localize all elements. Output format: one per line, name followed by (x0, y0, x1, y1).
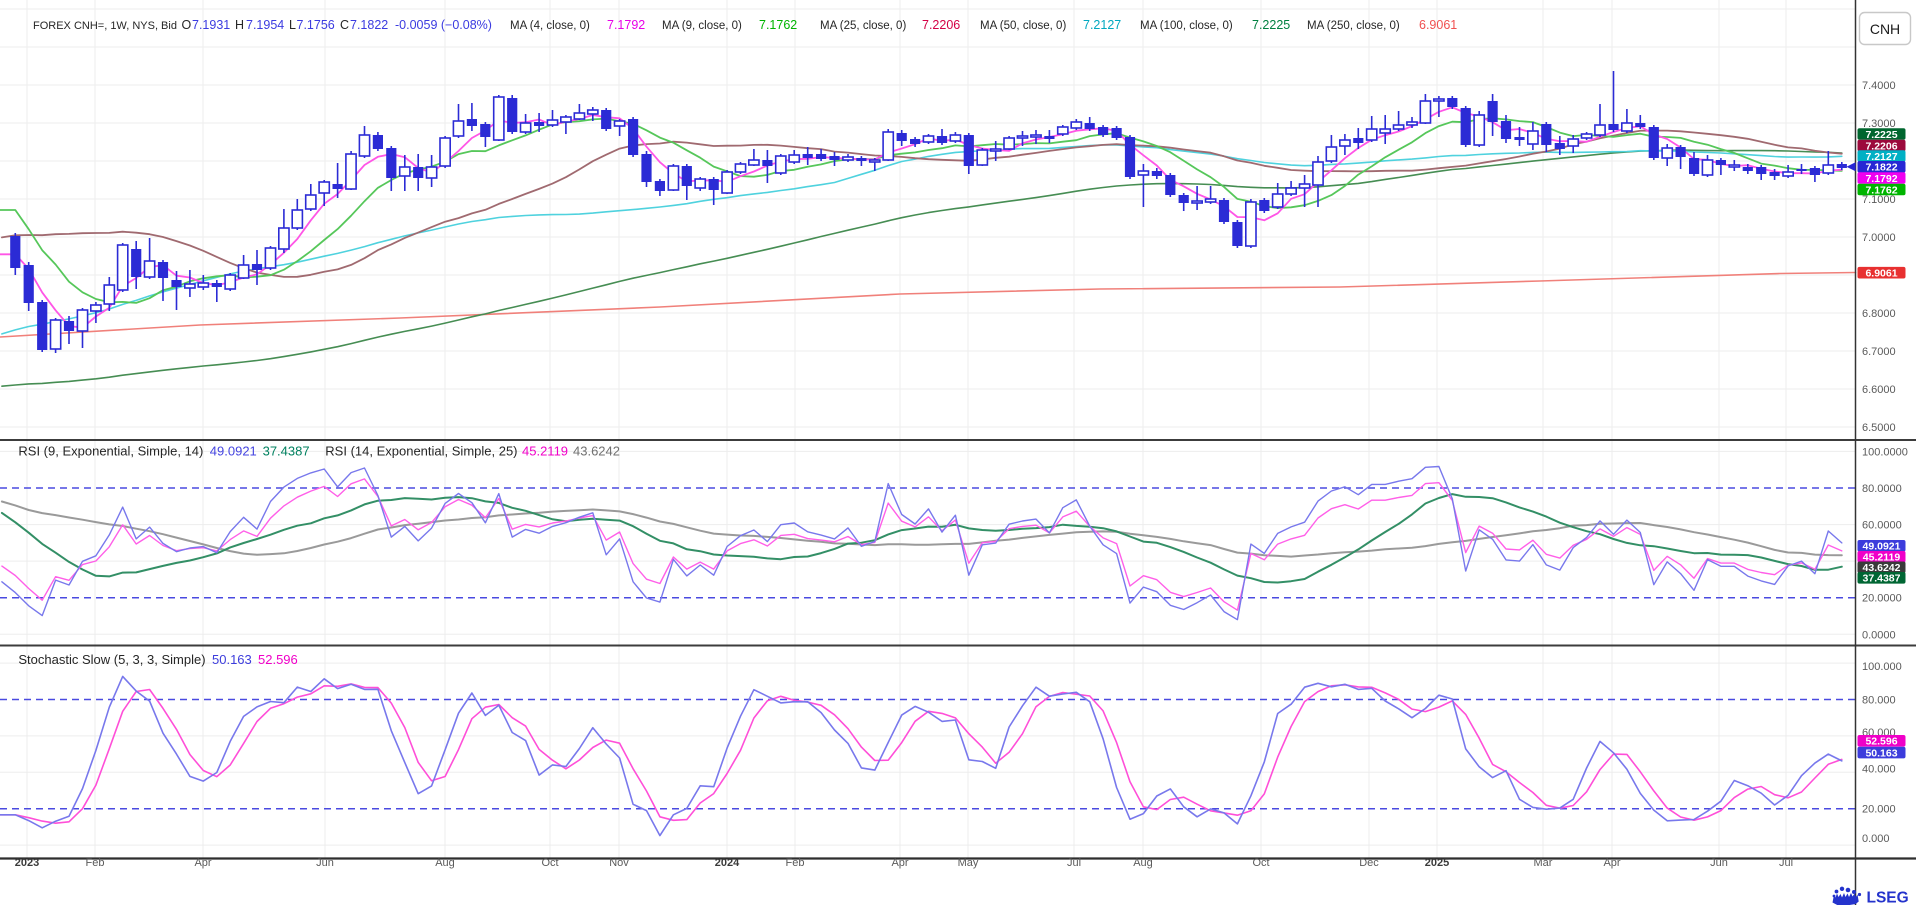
svg-text:Jul: Jul (1067, 857, 1081, 869)
svg-text:2023: 2023 (15, 857, 39, 869)
svg-text:7.2127: 7.2127 (1083, 18, 1121, 32)
svg-text:7.1931: 7.1931 (192, 18, 230, 32)
svg-text:7.1954: 7.1954 (246, 18, 284, 32)
svg-text:7.1756: 7.1756 (297, 18, 335, 32)
svg-text:6.9061: 6.9061 (1865, 268, 1897, 280)
svg-text:6.5000: 6.5000 (1862, 422, 1896, 434)
svg-text:Oct: Oct (541, 857, 558, 869)
svg-text:O: O (182, 18, 192, 32)
svg-text:Mar: Mar (1534, 857, 1553, 869)
svg-text:H: H (235, 18, 244, 32)
svg-text:MA (100, close, 0): MA (100, close, 0) (1140, 20, 1233, 32)
svg-text:MA (9, close, 0): MA (9, close, 0) (662, 20, 742, 32)
svg-text:37.4387: 37.4387 (1863, 573, 1901, 585)
svg-text:60.0000: 60.0000 (1862, 520, 1902, 532)
svg-text:C: C (340, 18, 349, 32)
svg-text:L: L (289, 18, 296, 32)
svg-text:Jun: Jun (1710, 857, 1728, 869)
svg-text:7.2225: 7.2225 (1865, 129, 1897, 141)
svg-text:7.1762: 7.1762 (759, 18, 797, 32)
svg-text:100.000: 100.000 (1862, 661, 1902, 673)
svg-text:Apr: Apr (194, 857, 211, 869)
svg-text:7.2206: 7.2206 (922, 18, 960, 32)
svg-text:Jul: Jul (1779, 857, 1793, 869)
svg-text:50.163: 50.163 (1865, 747, 1897, 759)
svg-text:7.4000: 7.4000 (1862, 80, 1896, 92)
svg-text:2024: 2024 (715, 857, 740, 869)
svg-text:MA (4, close, 0): MA (4, close, 0) (510, 20, 590, 32)
svg-text:6.8000: 6.8000 (1862, 308, 1896, 320)
svg-text:MA (25, close, 0): MA (25, close, 0) (820, 20, 906, 32)
svg-text:100.0000: 100.0000 (1862, 446, 1908, 458)
svg-text:Stochastic Slow (5, 3, 3, Simp: Stochastic Slow (5, 3, 3, Simple) (18, 652, 205, 667)
svg-text:7.2127: 7.2127 (1865, 151, 1897, 163)
svg-text:0.000: 0.000 (1862, 833, 1890, 845)
svg-text:2025: 2025 (1425, 857, 1449, 869)
svg-text:7.2206: 7.2206 (1865, 140, 1897, 152)
svg-text:7.2225: 7.2225 (1252, 18, 1290, 32)
svg-text:7.1762: 7.1762 (1865, 184, 1897, 196)
svg-text:6.9061: 6.9061 (1419, 18, 1457, 32)
svg-text:40.000: 40.000 (1862, 763, 1896, 775)
svg-text:-0.0059 (−0.08%): -0.0059 (−0.08%) (395, 18, 492, 32)
svg-text:Nov: Nov (609, 857, 629, 869)
svg-text:LSEG: LSEG (1867, 890, 1909, 906)
svg-text:MA (250, close, 0): MA (250, close, 0) (1307, 20, 1400, 32)
svg-text:43.6242: 43.6242 (1863, 562, 1901, 574)
svg-text:Dec: Dec (1359, 857, 1379, 869)
svg-text:7.1822: 7.1822 (1865, 162, 1897, 174)
svg-text:20.000: 20.000 (1862, 804, 1896, 816)
svg-text:80.0000: 80.0000 (1862, 483, 1902, 495)
svg-text:Apr: Apr (1603, 857, 1620, 869)
svg-text:Aug: Aug (1133, 857, 1153, 869)
svg-text:May: May (958, 857, 979, 869)
svg-text:FOREX CNH=, 1W, NYS, Bid: FOREX CNH=, 1W, NYS, Bid (33, 20, 177, 32)
svg-text:7.1792: 7.1792 (1865, 173, 1897, 185)
svg-text:6.6000: 6.6000 (1862, 384, 1896, 396)
svg-text:45.2119: 45.2119 (1863, 552, 1901, 564)
svg-text:49.0921: 49.0921 (1863, 541, 1901, 553)
svg-text:50.163: 50.163 (212, 652, 252, 667)
svg-text:43.6242: 43.6242 (573, 444, 620, 459)
svg-text:52.596: 52.596 (258, 652, 298, 667)
svg-text:MA (50, close, 0): MA (50, close, 0) (980, 20, 1066, 32)
svg-text:Aug: Aug (435, 857, 455, 869)
svg-text:RSI (9, Exponential, Simple, 1: RSI (9, Exponential, Simple, 14) (18, 444, 203, 459)
svg-text:7.1792: 7.1792 (607, 18, 645, 32)
svg-text:49.0921: 49.0921 (210, 444, 257, 459)
svg-text:Feb: Feb (786, 857, 805, 869)
svg-text:37.4387: 37.4387 (263, 444, 310, 459)
svg-text:RSI (14, Exponential, Simple,: RSI (14, Exponential, Simple, 25) (325, 444, 517, 459)
svg-text:6.7000: 6.7000 (1862, 346, 1896, 358)
svg-text:Feb: Feb (86, 857, 105, 869)
svg-text:52.596: 52.596 (1865, 736, 1897, 748)
svg-text:80.000: 80.000 (1862, 695, 1896, 707)
svg-text:Apr: Apr (891, 857, 908, 869)
svg-text:Jun: Jun (316, 857, 334, 869)
svg-text:7.1822: 7.1822 (350, 18, 388, 32)
svg-text:CNH: CNH (1870, 21, 1900, 37)
svg-text:Oct: Oct (1252, 857, 1269, 869)
svg-text:7.0000: 7.0000 (1862, 232, 1896, 244)
svg-text:7.3000: 7.3000 (1862, 118, 1896, 130)
svg-text:7.1000: 7.1000 (1862, 194, 1896, 206)
svg-text:20.0000: 20.0000 (1862, 593, 1902, 605)
svg-text:45.2119: 45.2119 (522, 444, 568, 459)
svg-text:0.0000: 0.0000 (1862, 629, 1896, 641)
